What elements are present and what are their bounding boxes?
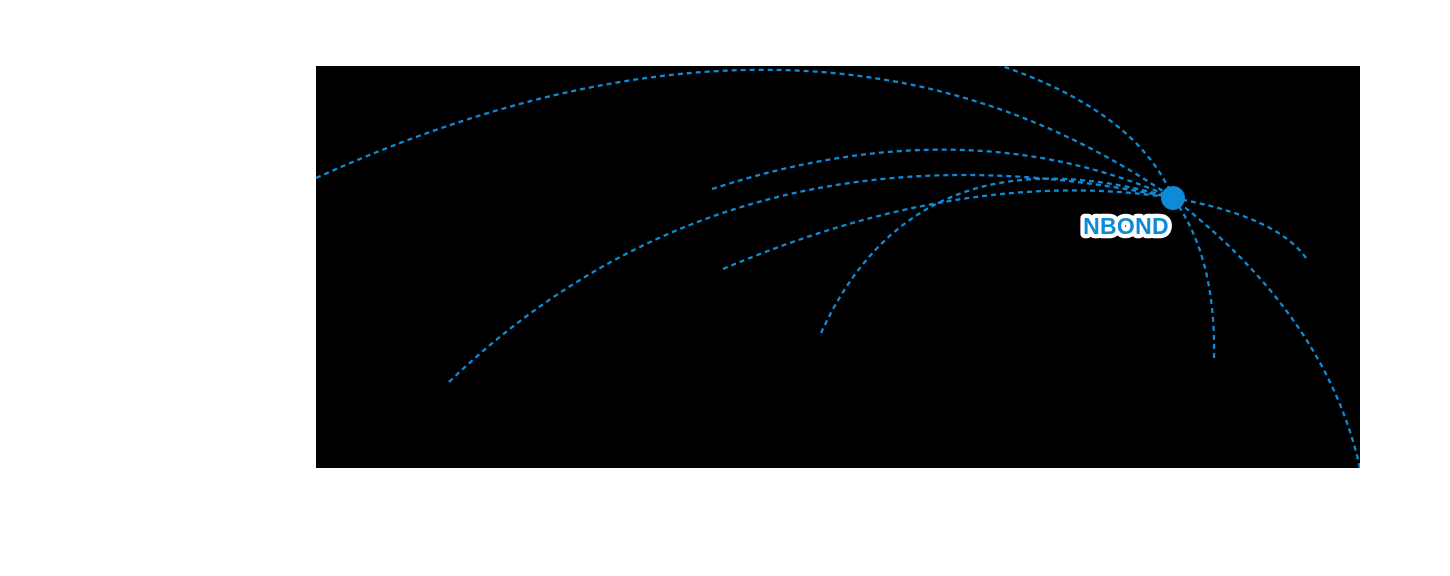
- svg-text:NBOND: NBOND: [1083, 213, 1169, 239]
